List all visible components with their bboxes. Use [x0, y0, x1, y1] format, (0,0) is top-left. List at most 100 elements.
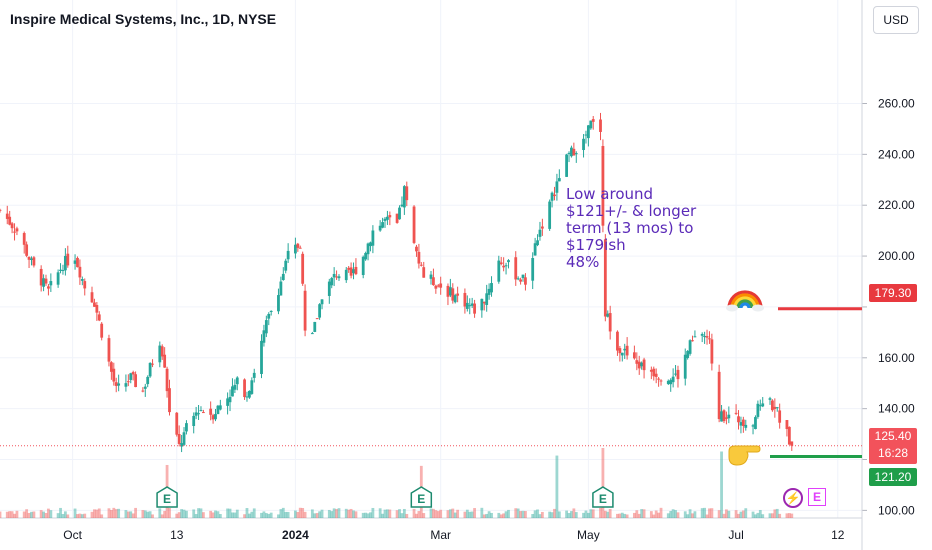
- candle-body: [688, 340, 692, 354]
- candle-body: [557, 178, 561, 182]
- volume-bar: [616, 513, 619, 518]
- volume-bar: [448, 509, 452, 518]
- candle-body: [463, 292, 467, 307]
- volume-bar: [739, 511, 743, 518]
- candle-body: [514, 257, 518, 280]
- volume-bar: [260, 512, 263, 518]
- candle-body: [395, 213, 399, 223]
- candle-body: [264, 320, 268, 334]
- volume-bar: [485, 513, 489, 518]
- candle-body: [741, 419, 745, 426]
- earnings-marker[interactable]: E: [410, 486, 433, 508]
- bolt-icon[interactable]: ⚡: [783, 488, 803, 508]
- candle-body: [584, 134, 588, 136]
- candle-body: [124, 383, 128, 387]
- volume-bar: [465, 509, 469, 518]
- rainbow-icon[interactable]: [726, 278, 764, 312]
- volume-bar: [252, 508, 256, 518]
- candle-body: [778, 410, 782, 423]
- candle-body: [231, 386, 234, 397]
- volume-bar: [233, 512, 237, 518]
- volume-bar: [632, 512, 636, 518]
- candle-body: [649, 369, 653, 372]
- volume-bar: [315, 513, 319, 518]
- volume-bar: [666, 513, 670, 518]
- candle-body: [502, 265, 506, 268]
- candle-body: [618, 348, 622, 354]
- volume-bar: [642, 509, 646, 518]
- candle-body: [310, 333, 314, 335]
- candle-body: [601, 146, 605, 226]
- candle-body: [112, 368, 116, 382]
- candle-body: [168, 388, 171, 413]
- candle-body: [80, 279, 84, 281]
- candle-body: [59, 269, 62, 271]
- candle-body: [347, 267, 351, 270]
- volume-bar: [216, 511, 220, 518]
- candle-body: [199, 410, 203, 412]
- current-price-label: 125.40 16:28: [869, 428, 917, 464]
- volume-bar: [727, 510, 731, 518]
- candle-body: [42, 278, 45, 287]
- volume-bar: [637, 513, 641, 518]
- candle-body: [402, 186, 406, 208]
- volume-bar: [90, 511, 94, 518]
- candle-body: [674, 373, 677, 375]
- candle-body: [531, 258, 535, 281]
- volume-bar: [582, 512, 585, 518]
- candle-body: [640, 362, 644, 367]
- candle-body: [737, 416, 740, 423]
- volume-bar: [456, 509, 460, 518]
- pointing-hand-icon[interactable]: [727, 441, 761, 467]
- dividend-marker[interactable]: E: [808, 488, 826, 506]
- earnings-marker[interactable]: E: [156, 486, 178, 508]
- candle-body: [233, 384, 237, 390]
- volume-bar: [30, 511, 33, 518]
- candle-body: [671, 376, 675, 383]
- candle-body: [453, 295, 457, 303]
- candle-body: [163, 354, 167, 368]
- volume-bar: [470, 511, 474, 518]
- volume-bar: [538, 514, 542, 518]
- volume-bar: [734, 510, 738, 518]
- candle-body: [27, 256, 31, 260]
- candle-body: [318, 304, 322, 318]
- candle-body: [381, 222, 384, 228]
- candle-body: [725, 417, 728, 419]
- volume-bar: [683, 511, 687, 518]
- volume-bar: [330, 511, 334, 518]
- volume-bar: [480, 507, 484, 518]
- volume-bar: [269, 512, 273, 518]
- candle-body: [47, 286, 50, 289]
- volume-bar: [366, 513, 370, 518]
- candle-body: [301, 253, 305, 284]
- candle-body: [216, 405, 220, 415]
- candle-body: [5, 213, 9, 219]
- candle-body: [109, 362, 113, 372]
- volume-bar: [429, 508, 433, 518]
- volume-bar: [185, 510, 188, 518]
- volume-bar: [93, 509, 96, 518]
- candle-body: [335, 276, 338, 278]
- volume-bar: [710, 508, 714, 518]
- candle-body: [482, 301, 486, 304]
- candle-body: [623, 348, 627, 351]
- currency-button[interactable]: USD: [873, 6, 919, 34]
- volume-bar: [284, 511, 288, 518]
- volume-bar: [768, 513, 772, 518]
- symbol-title[interactable]: Inspire Medical Systems, Inc., 1D, NYSE: [10, 11, 277, 27]
- volume-bar: [80, 514, 84, 518]
- candle-body: [700, 334, 704, 336]
- volume-bar: [417, 511, 421, 518]
- volume-bar: [32, 511, 36, 518]
- candle-body: [754, 417, 757, 430]
- volume-bar: [129, 511, 133, 518]
- volume-bar: [720, 451, 723, 518]
- volume-bar: [313, 513, 317, 518]
- candle-body: [129, 373, 133, 380]
- volume-bar: [201, 512, 205, 518]
- annotation-note[interactable]: Low around $121+/- & longer term (13 mos…: [566, 186, 726, 271]
- earnings-marker[interactable]: E: [592, 486, 614, 508]
- candle-body: [66, 253, 70, 266]
